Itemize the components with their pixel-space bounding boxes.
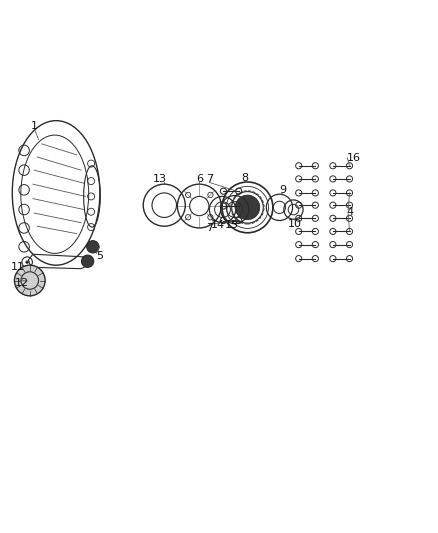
Text: 15: 15 xyxy=(225,220,239,230)
Circle shape xyxy=(26,261,28,263)
Circle shape xyxy=(87,241,99,253)
Text: 7: 7 xyxy=(206,223,213,233)
Text: 6: 6 xyxy=(196,174,203,184)
Text: 9: 9 xyxy=(279,185,286,195)
Text: 4: 4 xyxy=(347,207,354,217)
Text: 12: 12 xyxy=(15,278,29,288)
Text: 7: 7 xyxy=(206,174,213,184)
Text: 13: 13 xyxy=(153,174,167,184)
Text: 16: 16 xyxy=(347,153,361,163)
Text: 8: 8 xyxy=(242,173,249,183)
Text: 11: 11 xyxy=(11,262,25,271)
Text: 10: 10 xyxy=(287,219,301,229)
Circle shape xyxy=(235,195,260,220)
Text: 5: 5 xyxy=(96,251,103,261)
Circle shape xyxy=(14,265,45,296)
Text: 14: 14 xyxy=(211,220,225,230)
Circle shape xyxy=(81,255,94,268)
Text: 1: 1 xyxy=(31,122,38,131)
